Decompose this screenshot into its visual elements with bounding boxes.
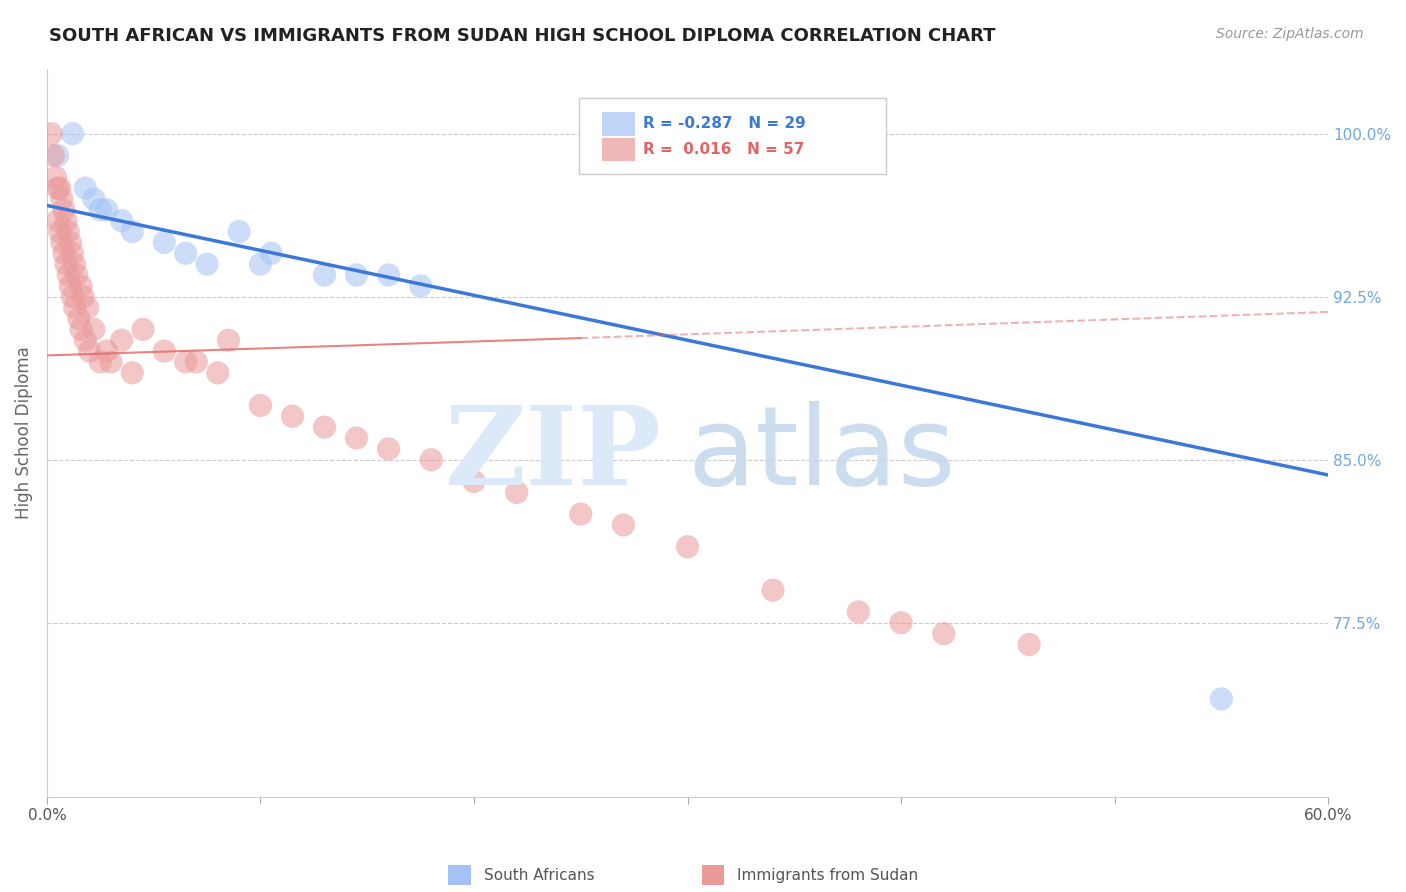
Point bbox=[46, 213, 69, 227]
Text: SOUTH AFRICAN VS IMMIGRANTS FROM SUDAN HIGH SCHOOL DIPLOMA CORRELATION CHART: SOUTH AFRICAN VS IMMIGRANTS FROM SUDAN H… bbox=[49, 27, 995, 45]
Point bbox=[174, 355, 197, 369]
Point bbox=[195, 257, 218, 271]
Point bbox=[346, 431, 368, 445]
Point bbox=[314, 420, 336, 434]
Point bbox=[153, 344, 176, 359]
Point bbox=[111, 213, 134, 227]
Point bbox=[846, 605, 869, 619]
Point bbox=[55, 213, 77, 227]
Point bbox=[505, 485, 527, 500]
Text: R =  0.016   N = 57: R = 0.016 N = 57 bbox=[643, 142, 804, 157]
Point bbox=[463, 475, 485, 489]
Point bbox=[409, 278, 432, 293]
Point bbox=[58, 225, 80, 239]
Point bbox=[174, 246, 197, 260]
Point bbox=[111, 333, 134, 347]
Point bbox=[346, 268, 368, 282]
Point bbox=[75, 181, 97, 195]
Point bbox=[79, 344, 101, 359]
Point bbox=[63, 257, 86, 271]
Point bbox=[377, 442, 399, 456]
Text: ZIP: ZIP bbox=[446, 401, 662, 508]
Point bbox=[420, 452, 443, 467]
Point bbox=[96, 344, 118, 359]
Point bbox=[890, 615, 912, 630]
Point bbox=[39, 127, 62, 141]
Point bbox=[207, 366, 229, 380]
Point bbox=[55, 257, 77, 271]
Point bbox=[63, 301, 86, 315]
Point bbox=[96, 202, 118, 217]
Point bbox=[228, 225, 250, 239]
Point bbox=[281, 409, 304, 424]
Point bbox=[676, 540, 699, 554]
Point bbox=[249, 399, 271, 413]
Text: South Africans: South Africans bbox=[484, 868, 595, 882]
Point bbox=[59, 278, 82, 293]
Point bbox=[42, 148, 65, 162]
Point bbox=[1018, 638, 1040, 652]
Point bbox=[51, 192, 73, 206]
Point bbox=[58, 268, 80, 282]
Point bbox=[121, 225, 143, 239]
Point bbox=[62, 127, 84, 141]
FancyBboxPatch shape bbox=[602, 137, 636, 161]
Point bbox=[260, 246, 283, 260]
Text: R = -0.287   N = 29: R = -0.287 N = 29 bbox=[643, 116, 806, 131]
Point bbox=[51, 235, 73, 250]
Point bbox=[70, 322, 93, 336]
Point bbox=[52, 202, 75, 217]
Point bbox=[67, 311, 90, 326]
Point bbox=[46, 181, 69, 195]
Point bbox=[100, 355, 122, 369]
Point bbox=[72, 290, 94, 304]
Point bbox=[153, 235, 176, 250]
Point bbox=[83, 192, 105, 206]
Point bbox=[59, 235, 82, 250]
Point bbox=[44, 170, 66, 185]
Point bbox=[1211, 691, 1233, 706]
Point bbox=[612, 518, 634, 533]
Point bbox=[377, 268, 399, 282]
Point bbox=[66, 268, 89, 282]
Text: Source: ZipAtlas.com: Source: ZipAtlas.com bbox=[1216, 27, 1364, 41]
Y-axis label: High School Diploma: High School Diploma bbox=[15, 346, 32, 519]
Point bbox=[249, 257, 271, 271]
Point bbox=[75, 333, 97, 347]
Point bbox=[48, 225, 70, 239]
Text: Immigrants from Sudan: Immigrants from Sudan bbox=[737, 868, 918, 882]
Point bbox=[762, 583, 785, 598]
Point bbox=[121, 366, 143, 380]
Point bbox=[70, 278, 93, 293]
Point bbox=[314, 268, 336, 282]
Point bbox=[186, 355, 208, 369]
FancyBboxPatch shape bbox=[602, 112, 636, 136]
Point bbox=[52, 246, 75, 260]
Point bbox=[89, 202, 111, 217]
Text: atlas: atlas bbox=[688, 401, 956, 508]
Point bbox=[62, 246, 84, 260]
Point bbox=[48, 181, 70, 195]
Point bbox=[217, 333, 239, 347]
Point bbox=[83, 322, 105, 336]
Point bbox=[89, 355, 111, 369]
Point bbox=[46, 148, 69, 162]
Point bbox=[76, 301, 98, 315]
Point bbox=[62, 290, 84, 304]
Point bbox=[932, 626, 955, 640]
Point bbox=[132, 322, 155, 336]
FancyBboxPatch shape bbox=[579, 97, 886, 174]
Point bbox=[569, 507, 592, 521]
